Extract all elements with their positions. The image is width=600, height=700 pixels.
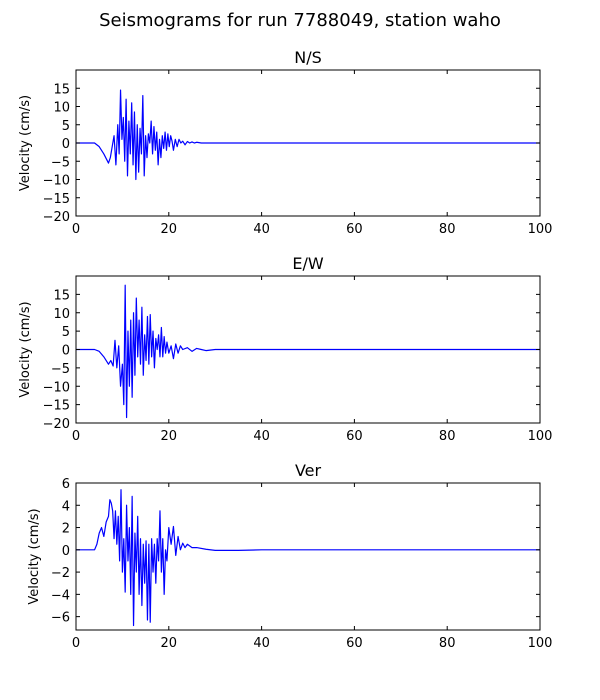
chart-title-ver: Ver xyxy=(295,461,322,480)
x-tick-label-ver: 100 xyxy=(528,636,553,651)
y-tick-label-ver: 6 xyxy=(62,477,70,492)
y-tick-label-ew: −10 xyxy=(43,380,70,395)
series-line-ew xyxy=(76,284,540,419)
x-tick-label-ew: 80 xyxy=(439,429,456,444)
y-tick-label-ew: 5 xyxy=(62,325,70,340)
y-tick-label-ns: −5 xyxy=(51,155,70,170)
x-tick-label-ew: 40 xyxy=(253,429,270,444)
x-tick-label-ns: 0 xyxy=(72,222,80,237)
x-tick-label-ver: 0 xyxy=(72,636,80,651)
y-tick-label-ver: 4 xyxy=(62,499,70,514)
series-line-ver xyxy=(76,489,540,627)
chart-title-ew: E/W xyxy=(292,254,324,273)
x-tick-label-ew: 60 xyxy=(346,429,363,444)
panel-ew: E/W 0 20 40 60 80 100 −20 −15 −10 −5 0 5 10 15 Velocity… xyxy=(18,254,552,444)
y-tick-label-ew: −15 xyxy=(43,399,70,414)
y-axis-label-ver: Velocity (cm/s) xyxy=(27,508,42,604)
y-tick-label-ns: −20 xyxy=(43,210,70,225)
y-tick-label-ns: 15 xyxy=(53,82,70,97)
y-axis-label-ew: Velocity (cm/s) xyxy=(18,301,33,397)
y-tick-label-ver: −4 xyxy=(51,588,70,603)
x-tick-label-ew: 20 xyxy=(161,429,178,444)
y-tick-label-ver: 2 xyxy=(62,522,70,537)
y-tick-label-ver: 0 xyxy=(62,544,70,559)
x-tick-label-ver: 80 xyxy=(439,636,456,651)
y-tick-label-ns: −10 xyxy=(43,174,70,189)
chart-title-ns: N/S xyxy=(294,48,322,67)
x-tick-label-ns: 40 xyxy=(253,222,270,237)
x-tick-label-ver: 40 xyxy=(253,636,270,651)
x-tick-label-ns: 20 xyxy=(161,222,178,237)
y-tick-label-ew: 10 xyxy=(53,307,70,322)
y-tick-label-ns: 5 xyxy=(62,119,70,134)
x-tick-label-ver: 60 xyxy=(346,636,363,651)
plot-frame-ver xyxy=(75,482,541,631)
x-tick-label-ver: 20 xyxy=(161,636,178,651)
y-axis-label-ns: Velocity (cm/s) xyxy=(18,95,33,191)
y-tick-label-ns: −15 xyxy=(43,192,70,207)
x-tick-label-ns: 60 xyxy=(346,222,363,237)
panel-ver: Ver 0 20 40 60 80 100 −6 −4 −2 0 2 4 6 Velocity (cm/s) xyxy=(27,461,552,651)
y-tick-label-ver: −6 xyxy=(51,611,70,626)
series-line-ns xyxy=(76,89,540,181)
y-tick-label-ns: 10 xyxy=(53,101,70,116)
y-tick-label-ew: −20 xyxy=(43,417,70,432)
panel-ns: N/S 0 20 40 60 80 100 −20 −15 −10 −5 0 5 10 15 Velocity… xyxy=(18,48,552,237)
figure-title: Seismograms for run 7788049, station wah… xyxy=(99,10,501,31)
y-tick-label-ew: 15 xyxy=(53,288,70,303)
x-tick-label-ns: 100 xyxy=(528,222,553,237)
y-tick-label-ew: −5 xyxy=(51,362,70,377)
y-tick-label-ns: 0 xyxy=(62,137,70,152)
x-tick-label-ew: 100 xyxy=(528,429,553,444)
x-tick-label-ns: 80 xyxy=(439,222,456,237)
y-tick-label-ver: −2 xyxy=(51,566,70,581)
y-tick-label-ew: 0 xyxy=(62,344,70,359)
x-tick-label-ew: 0 xyxy=(72,429,80,444)
